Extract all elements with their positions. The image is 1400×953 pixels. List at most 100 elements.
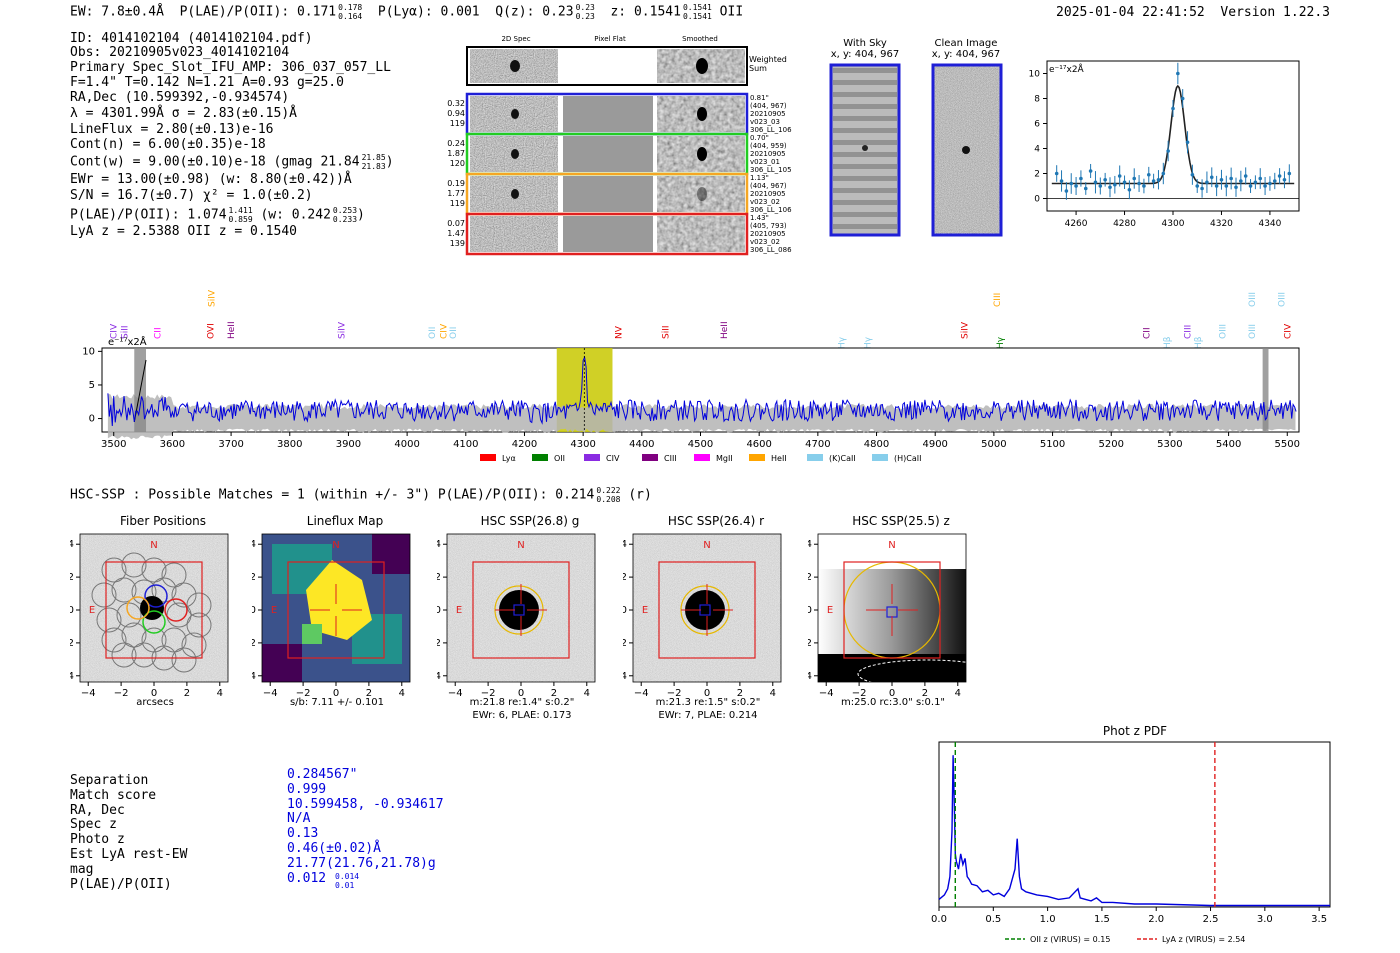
cutout-left-label: 120 — [449, 159, 465, 168]
cutout-2d-source-0 — [511, 109, 519, 119]
hsc-ytick-label: 4 — [437, 539, 441, 550]
spectrum-axes: 3500 3600 3700 3800 3900 4000 4100 4200 4300 4400… — [82, 346, 1300, 450]
hsc-xtick-label: 2 — [366, 688, 372, 699]
fit-point — [1064, 189, 1069, 193]
hsc-xtick-label: −4 — [819, 688, 834, 699]
spectral-line-label: HeII — [227, 321, 237, 339]
hsc-source — [685, 590, 725, 630]
qz-hi: 0.23 — [575, 3, 595, 12]
east-label: E — [89, 605, 95, 616]
spectral-line-label: OIII — [1277, 292, 1287, 307]
cutout-right-label: 20210905 — [750, 190, 786, 198]
spectrum-xtick-label: 3700 — [218, 439, 243, 450]
fit-point — [1137, 181, 1141, 186]
hsc-xtick-label: −2 — [481, 688, 496, 699]
spectral-line-label: SiIV — [961, 321, 971, 339]
sky-stripe — [833, 104, 897, 109]
weighted-smooth-source — [696, 58, 708, 74]
match-label: mag — [70, 861, 94, 877]
lineflux-patch — [262, 644, 302, 682]
fit-point — [1146, 172, 1151, 177]
sky-stripe — [833, 92, 897, 97]
with-sky-title: With Sky — [843, 38, 887, 49]
spectrum-xtick-label: 5200 — [1099, 439, 1124, 450]
z-dashed-ellipse — [857, 659, 978, 689]
hsc-panel-title: HSC SSP(25.5) z — [852, 514, 950, 528]
clean-image-title: Clean Image — [934, 38, 998, 49]
spectrum-legend-swatch — [480, 454, 496, 461]
fit-ytick-label: 6 — [1034, 120, 1040, 130]
hsc-ytick-label: −4 — [252, 671, 256, 682]
fit-ytick-label: 4 — [1034, 145, 1040, 155]
cutout-left-label: 0.94 — [447, 109, 465, 118]
photz-xtick-label: 1.0 — [1040, 914, 1056, 925]
photz-xtick-label: 3.5 — [1311, 914, 1327, 925]
info-lineflux: LineFlux = 2.80(±0.13)e-16 — [70, 122, 274, 137]
fiber-circle — [101, 627, 127, 653]
cutout-right-label: 20210905 — [750, 110, 786, 118]
hsc-xtick-label: −2 — [296, 688, 311, 699]
spectrum-legend-label: Lyα — [502, 454, 516, 463]
fiber-orange — [126, 596, 150, 620]
hsc-panel-3: N E −4 −4 −2 −2 0 0 2 2 4 4 — [623, 533, 782, 699]
cutout-smooth-2 — [657, 176, 745, 212]
cutout-smooth-source-0 — [697, 107, 707, 121]
cutout-right-label: 1.13" — [750, 174, 769, 182]
spectrum-xtick-label: 3800 — [277, 439, 302, 450]
hsc-xtick-label: 0 — [704, 688, 710, 699]
photz-title: Phot z PDF — [1102, 724, 1168, 738]
fit-ytick-label: 0 — [1034, 195, 1040, 205]
fit-point — [1263, 184, 1267, 188]
fit-point — [1088, 169, 1093, 173]
spectrum-xtick-label: 4300 — [570, 439, 595, 450]
fit-point — [1142, 184, 1146, 188]
fit-point — [1117, 174, 1122, 178]
cutout-smooth-source-1 — [697, 147, 707, 161]
cutout-flat-0 — [563, 96, 653, 132]
fit-point — [1069, 181, 1074, 186]
hsc-panel-caption: m:25.0 rc:3.0" s:0.1" — [840, 697, 946, 708]
spectrum-flux-line — [107, 355, 1297, 427]
info-id: ID: 4014102104 (4014102104.pdf) — [70, 31, 313, 46]
z-lo: 0.1541 — [682, 12, 712, 21]
sky-stripe — [833, 164, 897, 169]
hsc-panel-caption-2: EWr: 6, PLAE: 0.173 — [472, 710, 572, 721]
hsc-panel-title: Fiber Positions — [119, 514, 207, 528]
qz-lo: 0.23 — [575, 12, 595, 21]
fit-xtick-label: 4280 — [1113, 219, 1136, 229]
spectrum-legend-label: (K)CaII — [829, 454, 856, 463]
cutout-grid — [465, 46, 749, 256]
fit-point — [1098, 184, 1103, 188]
fiber-circle — [121, 622, 147, 648]
hsc-ytick-label: −2 — [70, 638, 74, 649]
hsc-xtick-label: 0 — [889, 688, 895, 699]
match-plae-hi: 0.014 — [335, 872, 360, 881]
fit-chart-frame — [1046, 60, 1300, 212]
cutout-smooth-3 — [657, 216, 745, 252]
photz-chart: 0.0 0.5 1.0 1.5 2.0 2.5 3.0 3.5 OII z (VIRUS) =… — [931, 741, 1331, 944]
match-value: 0.012 — [287, 870, 327, 886]
fit-point — [1282, 177, 1287, 182]
photz-xtick-label: 1.5 — [1094, 914, 1110, 925]
cutout-left-label: 0.07 — [447, 219, 465, 228]
spectrum-ytick-label: 0 — [89, 414, 95, 425]
spectrum-legend-label: CIII — [664, 454, 677, 463]
photz-legend: OII z (VIRUS) = 0.15 LyA z (VIRUS) = 2.54 — [1005, 935, 1245, 944]
cutout-right-label: 306_LL_086 — [750, 246, 792, 254]
spectrum-xtick-label: 5500 — [1275, 439, 1300, 450]
with-sky-xy: x, y: 404, 967 — [830, 49, 900, 60]
spectrum-xtick-label: 4600 — [746, 439, 771, 450]
spectrum-xtick-label: 4400 — [629, 439, 654, 450]
ew-value: EW: 7.8±0.4Å — [70, 4, 164, 20]
spectrum-xtick-label: 4800 — [864, 439, 889, 450]
spectrum-ytick-label: 10 — [82, 346, 95, 357]
spectrum-legend-label: OII — [554, 454, 565, 463]
fit-point — [1258, 176, 1263, 181]
match-value: 21.77(21.76,21.78)g — [287, 855, 436, 871]
hsc-ytick-label: 2 — [808, 572, 812, 583]
hsc-panel-title: Lineflux Map — [306, 514, 384, 528]
spectrum-xtick-label: 4100 — [453, 439, 478, 450]
hsc-panel-title: HSC SSP(26.4) r — [667, 514, 765, 528]
fit-xtick-label: 4340 — [1258, 219, 1281, 229]
hsc-ytick-label: −4 — [623, 671, 627, 682]
